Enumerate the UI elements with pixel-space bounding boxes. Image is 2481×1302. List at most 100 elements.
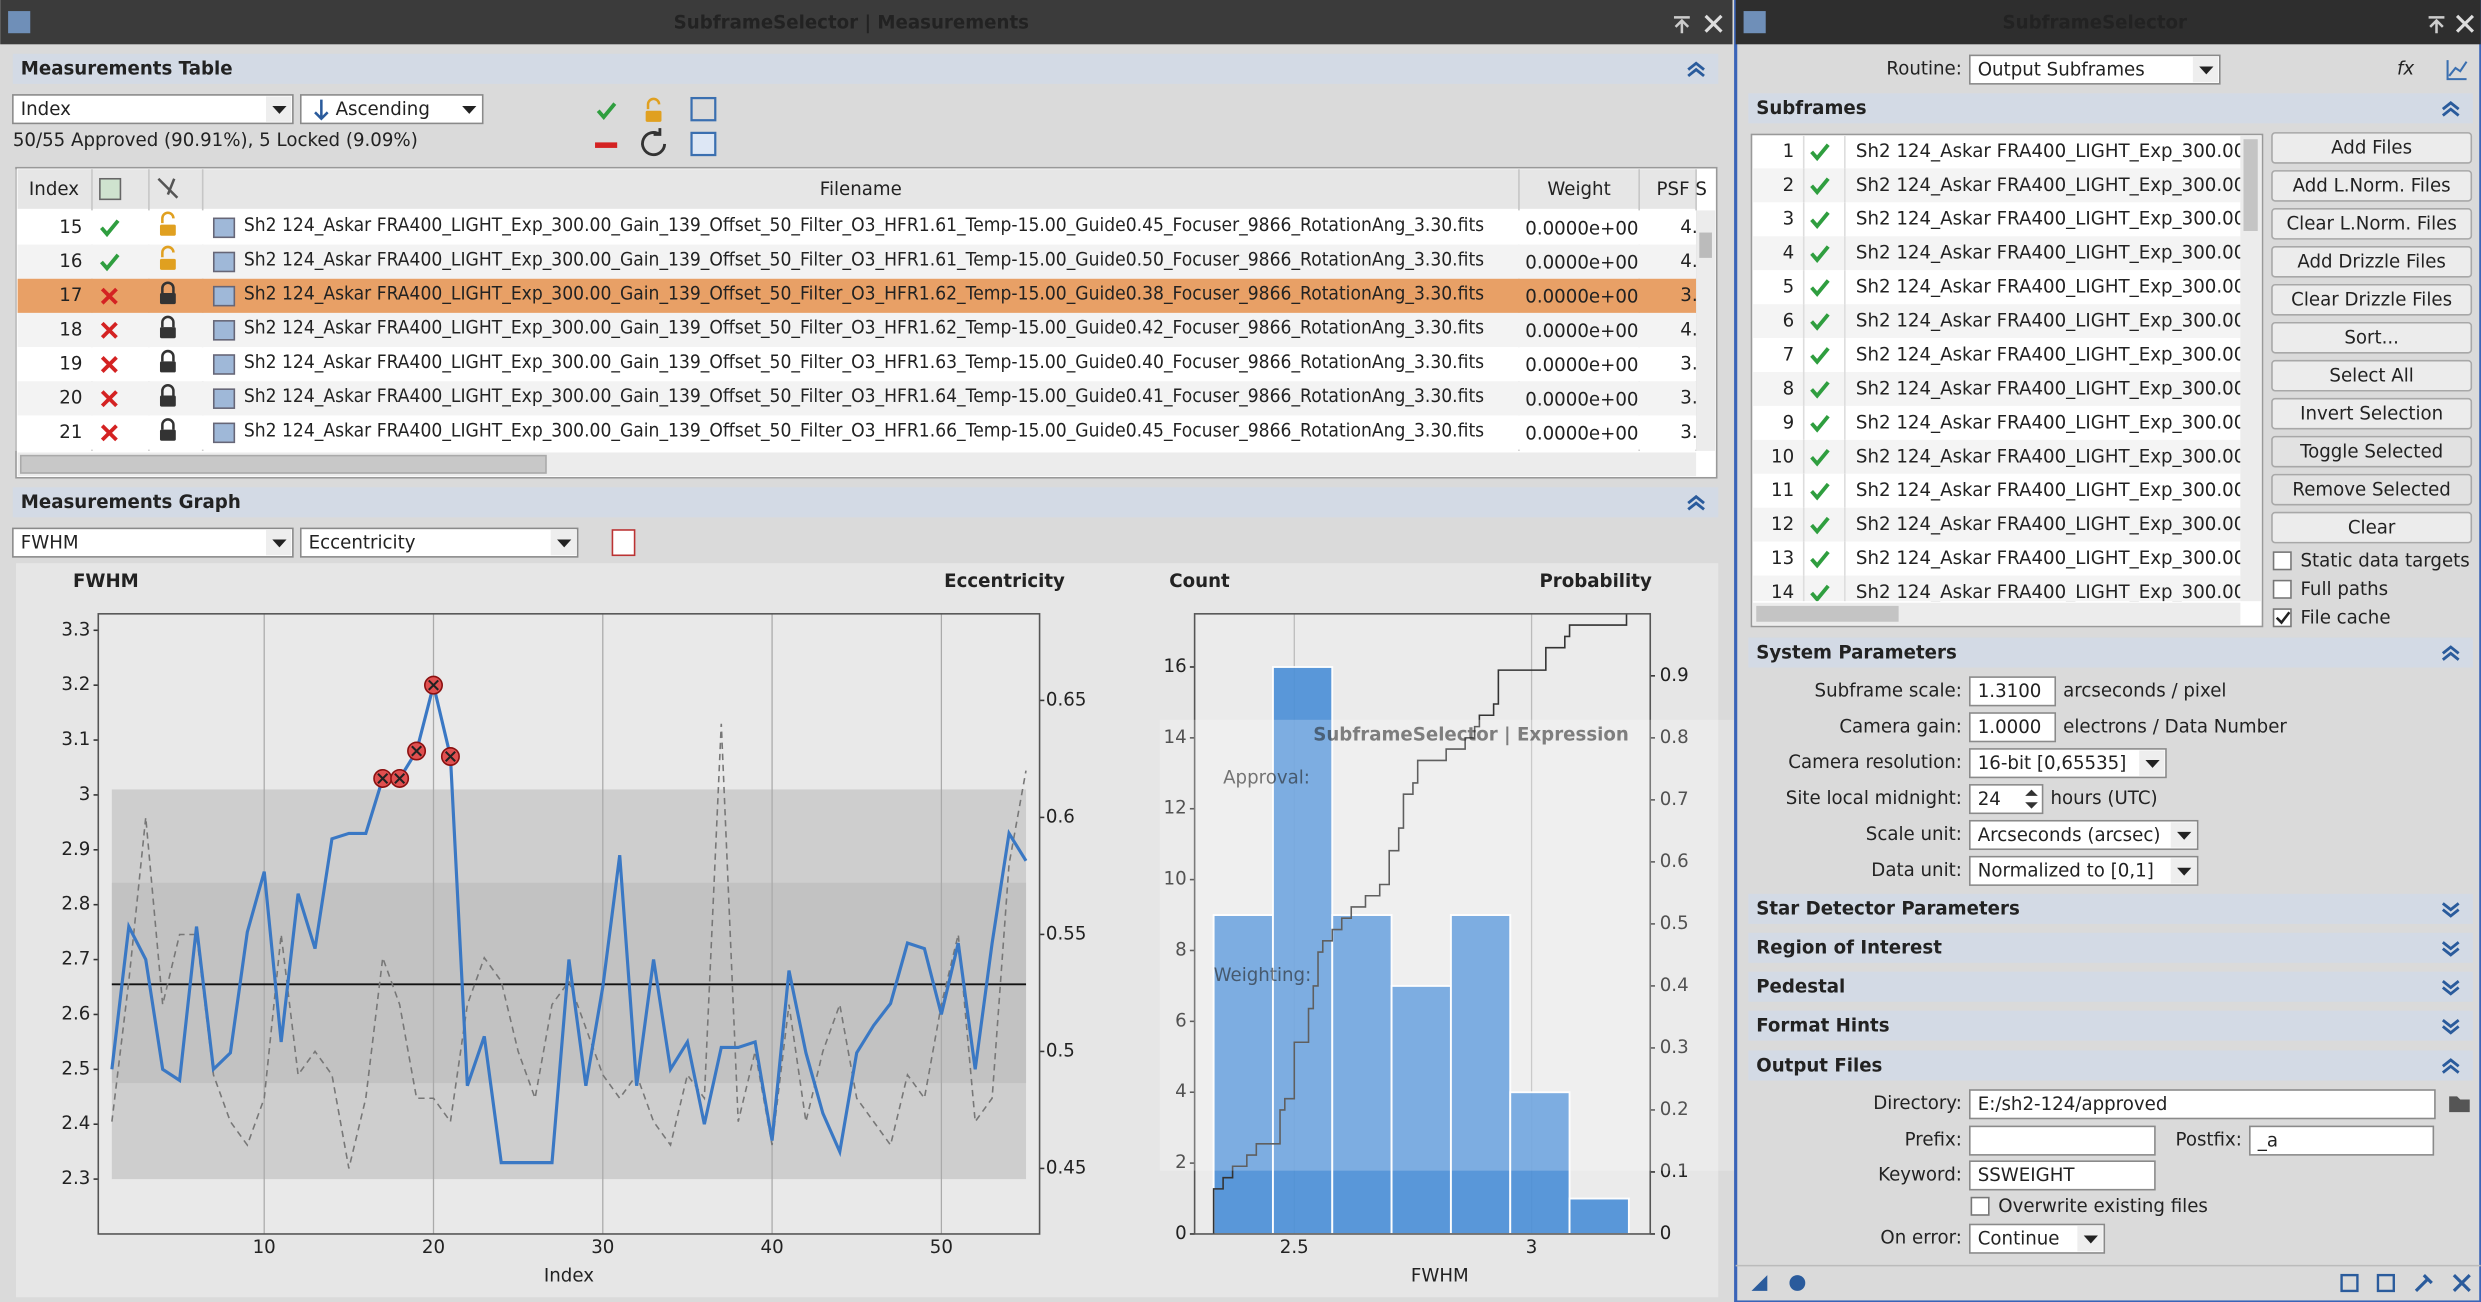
combo-box[interactable] [12,527,294,558]
browse-folder-button[interactable] [2449,1096,2470,1113]
checkbox[interactable] [2272,608,2292,628]
push-button[interactable] [2271,170,2473,202]
h-scroll-thumb[interactable] [19,454,547,474]
collapse-toggle[interactable] [2441,645,2460,661]
new-instance-button[interactable] [1751,1275,1768,1291]
push-button[interactable] [2271,283,2473,316]
file-row[interactable] [1753,304,2241,339]
collapse-toggle[interactable] [2441,1058,2460,1074]
toolbar-button[interactable] [2340,1273,2359,1293]
push-button[interactable] [2271,359,2473,392]
spin-buttons[interactable] [2025,789,2038,809]
push-button[interactable] [2271,511,2473,544]
y2-tick-label: 0.7 [1660,789,1689,810]
text-field[interactable] [1969,1089,2436,1120]
y2-axis-label: Eccentricity [944,571,1065,592]
row-weight: 0.0000e+00 [1525,321,1638,342]
collapse-toggle[interactable] [2441,941,2460,957]
text-field[interactable] [1969,784,2044,815]
row-psf: 3. [1680,353,1697,374]
combo-box[interactable] [1969,748,2167,779]
field-label: Scale unit: [1866,824,1962,845]
combo-box[interactable] [1969,855,2199,886]
file-number: 3 [1783,209,1795,230]
graph-button[interactable] [2446,60,2468,81]
text-field[interactable] [1969,1125,2156,1156]
layout-button[interactable] [690,96,717,122]
push-button-label: Clear [2348,517,2396,538]
file-row[interactable] [1753,236,2241,271]
collapse-toggle[interactable] [2441,1018,2460,1035]
csv-button[interactable] [690,131,717,157]
file-row[interactable] [1753,405,2241,440]
push-button[interactable] [2271,208,2473,240]
close-button[interactable] [1704,14,1723,33]
combo-box[interactable] [299,527,579,558]
table-row[interactable] [17,347,1697,382]
file-row[interactable] [1753,168,2241,203]
text-field[interactable] [2249,1125,2435,1156]
file-row[interactable] [1753,338,2241,373]
section-title: Subframes [1756,98,1866,119]
table-row[interactable] [17,210,1697,245]
table-row[interactable] [17,244,1697,279]
table-row[interactable] [17,415,1697,450]
table-row[interactable] [17,312,1697,348]
table-row[interactable] [17,381,1697,416]
shade-button[interactable] [2428,16,2445,34]
shade-button[interactable] [1673,16,1690,34]
table-row[interactable] [17,278,1697,313]
y-tick-label: 2.4 [61,1113,90,1134]
toolbar-button[interactable] [2452,1273,2471,1293]
collapse-toggle[interactable] [1687,61,1705,78]
collapse-toggle[interactable] [2441,980,2460,996]
text-field[interactable] [1969,1160,2156,1191]
file-name: Sh2 124_Askar FRA400_LIGHT_Exp_300.00_C [1856,344,2267,365]
sort-order-combo[interactable] [299,94,484,125]
y2-tick-label: 0.6 [1660,851,1689,872]
text-field[interactable] [1969,712,2057,743]
file-row[interactable] [1753,439,2241,474]
file-row[interactable] [1753,270,2241,305]
section-header [1748,637,2473,668]
push-button[interactable] [2271,132,2473,164]
combo-box[interactable] [12,94,294,125]
file-row[interactable] [1753,202,2241,237]
export-pdf-button[interactable] [611,529,636,557]
collapse-toggle[interactable] [1687,494,1705,511]
push-button[interactable] [2271,321,2473,354]
close-button[interactable] [2455,14,2475,33]
toolbar-button[interactable] [2414,1273,2433,1293]
file-row[interactable] [1753,575,2241,610]
text-field[interactable] [1969,676,2057,707]
checkbox[interactable] [1970,1196,1990,1216]
push-button[interactable] [2271,397,2473,430]
expression-button[interactable]: fx [2397,59,2414,80]
file-row[interactable] [1753,372,2241,406]
checkbox[interactable] [2272,551,2292,571]
collapse-toggle[interactable] [2441,902,2460,918]
v-scroll-thumb[interactable] [1699,232,1712,258]
file-row[interactable] [1753,473,2241,508]
h-scroll-thumb[interactable] [1756,605,1899,622]
file-number: 13 [1771,548,1794,569]
collapse-toggle[interactable] [2441,101,2460,117]
checkbox[interactable] [2272,579,2292,599]
reject-icon [100,424,118,442]
reset-button[interactable] [641,128,667,157]
file-row[interactable] [1753,541,2241,576]
toolbar-button[interactable] [2376,1273,2395,1293]
routine-combo[interactable] [1969,54,2221,85]
push-button[interactable] [2271,246,2473,278]
v-scroll-thumb[interactable] [2243,139,2258,231]
file-row[interactable] [1753,507,2241,542]
column-header: Index [29,179,79,200]
file-name: Sh2 124_Askar FRA400_LIGHT_Exp_300.00_C [1856,480,2267,501]
execute-global-button[interactable] [1789,1275,1806,1291]
y-tick-label: 12 [1164,798,1187,819]
combo-box[interactable] [1969,819,2199,851]
file-icon [212,422,236,444]
file-row[interactable] [1753,134,2241,169]
unapprove-button[interactable] [595,142,618,148]
